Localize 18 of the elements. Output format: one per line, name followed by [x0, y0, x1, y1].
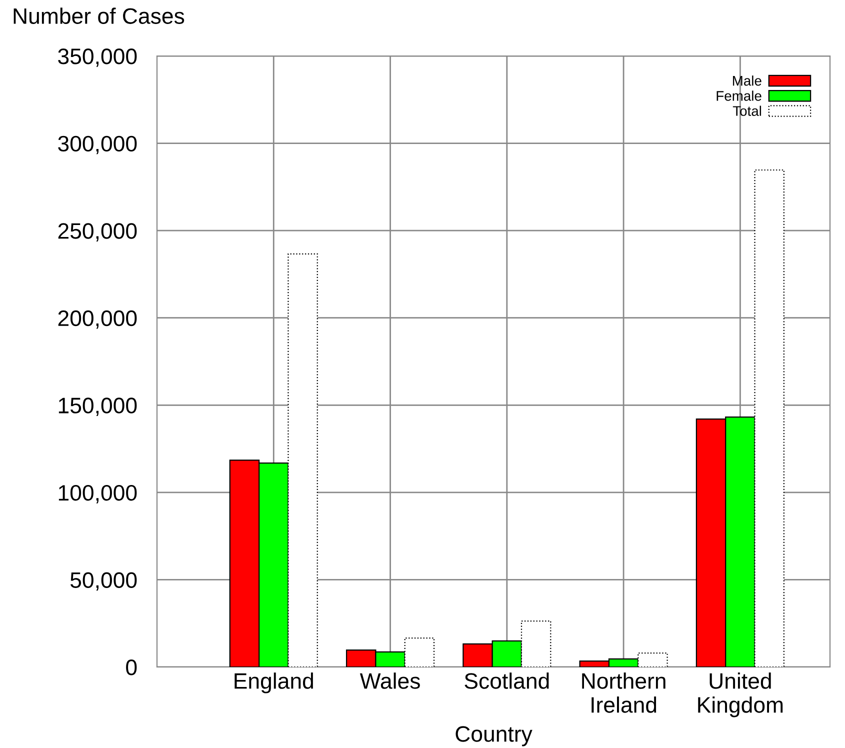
x-tick-label: England — [234, 672, 313, 694]
y-tick-label: 350,000 — [58, 48, 137, 67]
y-tick-label: 250,000 — [58, 223, 137, 242]
y-tick-label: 300,000 — [58, 136, 137, 154]
y-tick-label: 200,000 — [58, 310, 137, 329]
x-tick-label: United Kingdom — [698, 672, 783, 718]
y-tick-label: 50,000 — [70, 572, 137, 591]
legend-label: Female — [716, 90, 762, 101]
y-tick-label: 150,000 — [58, 398, 137, 416]
y-axis-title: Number of Cases — [14, 8, 184, 24]
legend-label: Male — [732, 76, 762, 86]
legend-label: Total — [732, 106, 762, 116]
x-tick-label: Northern Ireland — [582, 672, 666, 713]
x-tick-label: Scotland — [464, 672, 549, 689]
x-tick-label: Wales — [360, 672, 420, 689]
y-tick-label: 0 — [126, 660, 137, 676]
x-axis-title: Country — [456, 726, 532, 746]
y-tick-label: 100,000 — [58, 484, 137, 504]
